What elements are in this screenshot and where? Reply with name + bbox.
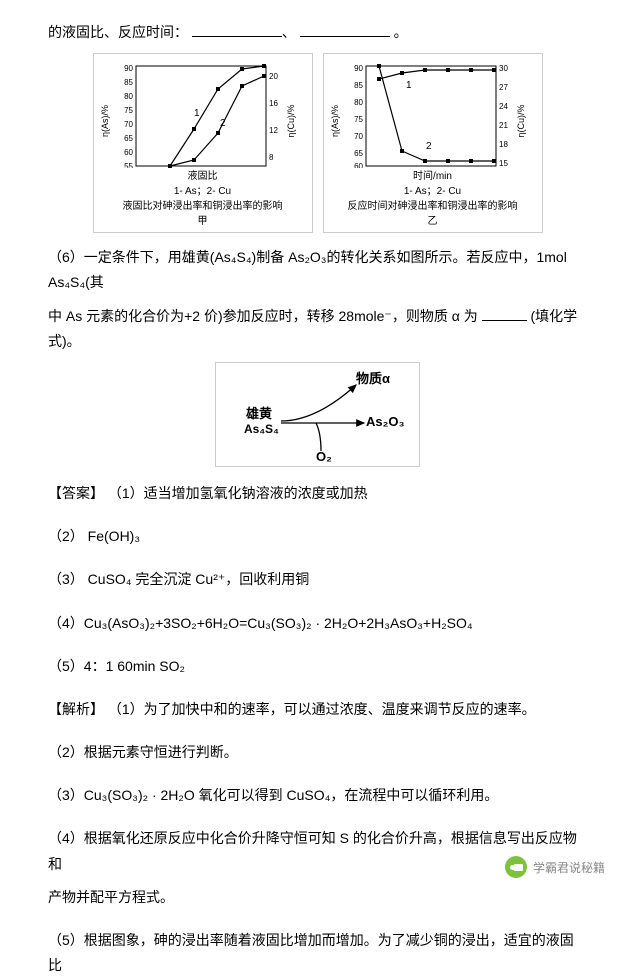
chart-left-legend: 1- As；2- Cu <box>174 185 231 198</box>
svg-text:80: 80 <box>124 92 133 101</box>
svg-text:8: 8 <box>269 153 274 162</box>
svg-text:21: 21 <box>499 121 508 130</box>
watermark: 学霸君说秘籍 <box>505 856 605 878</box>
chart-right-sub: 乙 <box>428 215 438 228</box>
wechat-icon <box>505 856 527 878</box>
watermark-text: 学霸君说秘籍 <box>533 859 605 876</box>
svg-text:60: 60 <box>354 162 363 168</box>
charts-row: 9085 8075 7065 6055 2016 128 12 34 56 <box>88 53 548 233</box>
svg-text:30: 30 <box>499 64 508 73</box>
svg-text:60: 60 <box>124 148 133 157</box>
svg-text:65: 65 <box>354 149 363 158</box>
chart-left-xlabel: 液固比 <box>188 170 218 183</box>
svg-text:70: 70 <box>354 132 363 141</box>
intro-suffix: 。 <box>394 24 408 40</box>
svg-text:As₂O₃: As₂O₃ <box>366 414 405 429</box>
svg-text:12: 12 <box>269 126 278 135</box>
svg-text:1: 1 <box>194 108 200 119</box>
intro-prefix: 的液固比、反应时间： <box>48 24 188 40</box>
svg-text:85: 85 <box>354 81 363 90</box>
svg-text:As₄S₄: As₄S₄ <box>244 422 279 436</box>
svg-text:90: 90 <box>354 64 363 73</box>
analysis-x5: （5）根据图象，砷的浸出率随着液固比增加而增加。为了减少铜的浸出，适宜的液固比 <box>48 928 587 978</box>
svg-text:18: 18 <box>499 140 508 149</box>
analysis-x1: （1）为了加快中和的速率，可以通过浓度、温度来调节反应的速率。 <box>108 701 536 717</box>
analysis-x3: （3）Cu₃(SO₃)₂ · 2H₂O 氧化可以得到 CuSO₄，在流程中可以循… <box>48 783 587 808</box>
svg-text:27: 27 <box>499 83 508 92</box>
chart-left-svg: 9085 8075 7065 6055 2016 128 12 34 56 <box>98 58 308 168</box>
q6-line2: 中 As 元素的化合价为+2 价)参加反应时，转移 28mole⁻，则物质 α … <box>48 304 587 354</box>
analysis-x4b: 产物并配平方程式。 <box>48 885 587 910</box>
chart-right-svg: 9085 8075 7065 60 3027 2421 1815 2040 60… <box>328 58 538 168</box>
answer-3: （3） CuSO₄ 完全沉淀 Cu²⁺，回收利用铜 <box>48 567 587 592</box>
q6-line1: （6）一定条件下，用雄黄(As₄S₄)制备 As₂O₃的转化关系如图所示。若反应… <box>48 245 587 295</box>
chart-left-sub: 甲 <box>198 215 208 228</box>
analysis-x2: （2）根据元素守恒进行判断。 <box>48 740 587 765</box>
answers-header: 【答案】 <box>48 485 104 501</box>
svg-text:70: 70 <box>124 120 133 129</box>
svg-text:15: 15 <box>499 159 508 168</box>
svg-text:75: 75 <box>354 115 363 124</box>
analysis-header: 【解析】 <box>48 701 104 717</box>
svg-text:16: 16 <box>269 99 278 108</box>
svg-text:80: 80 <box>354 98 363 107</box>
chart-right: 9085 8075 7065 60 3027 2421 1815 2040 60… <box>323 53 543 233</box>
svg-text:η(As)/%: η(As)/% <box>330 105 340 137</box>
q6-part2a: 中 As 元素的化合价为+2 价)参加反应时，转移 28mole⁻，则物质 α … <box>48 308 478 324</box>
svg-text:O₂: O₂ <box>316 449 332 464</box>
svg-text:η(As)/%: η(As)/% <box>100 105 110 137</box>
svg-text:雄黄: 雄黄 <box>245 406 272 421</box>
svg-text:20: 20 <box>269 72 278 81</box>
svg-text:24: 24 <box>499 102 508 111</box>
chart-left: 9085 8075 7065 6055 2016 128 12 34 56 <box>93 53 313 233</box>
chart-left-caption: 液固比对砷浸出率和铜浸出率的影响 <box>123 200 283 213</box>
intro-line: 的液固比、反应时间： 、 。 <box>48 20 587 45</box>
reaction-diagram: 雄黄 As₄S₄ O₂ 物质α As₂O₃ <box>215 362 420 467</box>
chart-right-legend: 1- As；2- Cu <box>404 185 461 198</box>
answer-5: （5）4：1 60min SO₂ <box>48 654 587 679</box>
svg-text:η(Cu)/%: η(Cu)/% <box>516 105 526 138</box>
answer-4: （4）Cu₃(AsO₃)₂+3SO₂+6H₂O=Cu₃(SO₃)₂ · 2H₂O… <box>48 611 587 636</box>
chart-right-caption: 反应时间对砷浸出率和铜浸出率的影响 <box>348 200 518 213</box>
chart-right-xlabel: 时间/min <box>413 170 452 183</box>
answer-1: （1）适当增加氢氧化钠溶液的浓度或加热 <box>108 485 368 501</box>
svg-text:1: 1 <box>406 80 412 91</box>
svg-text:η(Cu)/%: η(Cu)/% <box>286 105 296 138</box>
svg-text:物质α: 物质α <box>356 371 390 386</box>
svg-text:90: 90 <box>124 64 133 73</box>
reaction-diagram-svg: 雄黄 As₄S₄ O₂ 物质α As₂O₃ <box>216 363 421 468</box>
blank-1 <box>192 20 282 37</box>
analysis-1: 【解析】 （1）为了加快中和的速率，可以通过浓度、温度来调节反应的速率。 <box>48 697 587 722</box>
svg-text:2: 2 <box>426 141 432 152</box>
svg-text:85: 85 <box>124 78 133 87</box>
svg-text:75: 75 <box>124 106 133 115</box>
svg-text:55: 55 <box>124 162 133 168</box>
svg-text:65: 65 <box>124 134 133 143</box>
blank-alpha <box>482 304 527 321</box>
svg-text:2: 2 <box>220 118 226 129</box>
blank-2 <box>300 20 390 37</box>
answers-1: 【答案】 （1）适当增加氢氧化钠溶液的浓度或加热 <box>48 481 587 506</box>
answer-2: （2） Fe(OH)₃ <box>48 524 587 549</box>
